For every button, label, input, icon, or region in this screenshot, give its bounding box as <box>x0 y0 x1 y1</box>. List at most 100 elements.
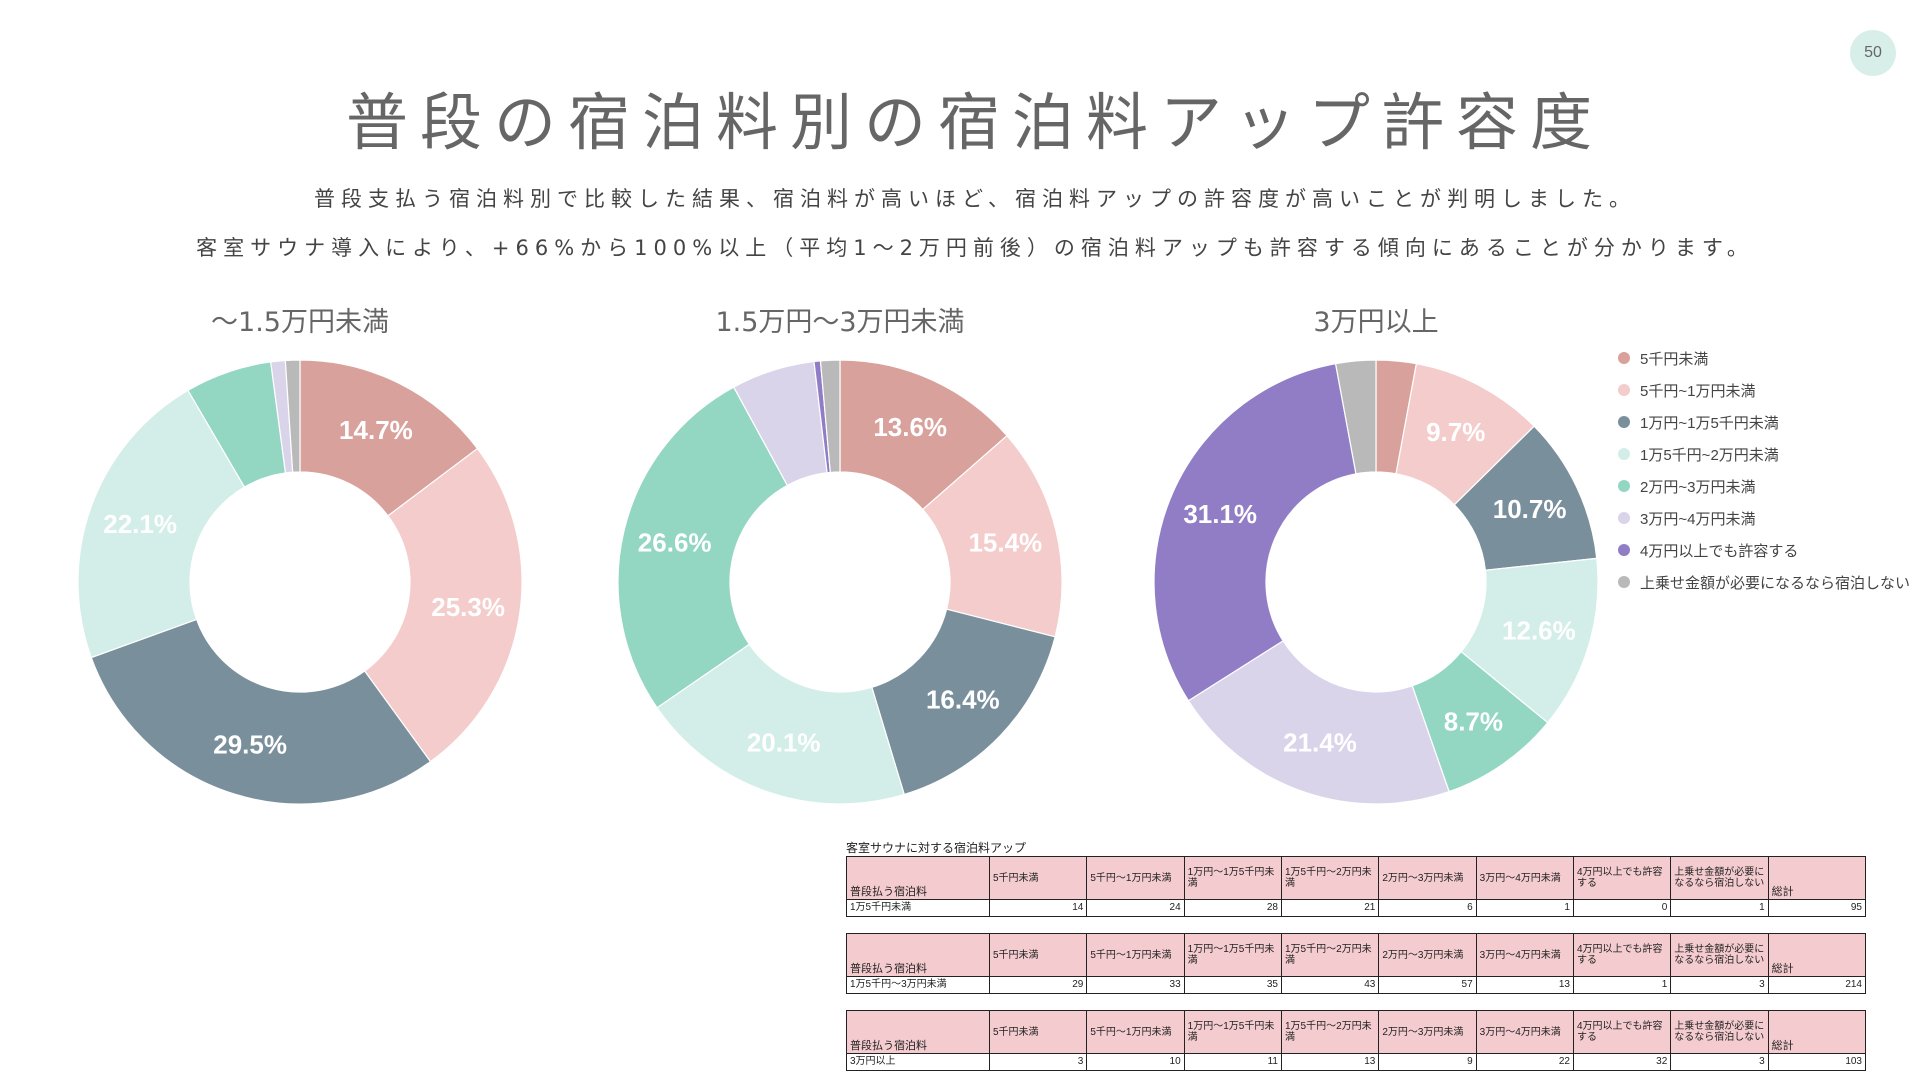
slice-label: 31.1% <box>1183 499 1257 529</box>
donut-slice <box>819 359 841 474</box>
table-cell-total: 214 <box>1767 976 1867 994</box>
donut-slice <box>1334 359 1377 475</box>
table-column-header: 1万円～1万5千円未満 <box>1183 1010 1282 1054</box>
legend-swatch <box>1618 352 1630 364</box>
table-cell: 43 <box>1280 976 1380 994</box>
table-column-header: 5千円～1万円未満 <box>1086 933 1185 977</box>
table-cell: 9 <box>1378 1053 1477 1071</box>
donut-slice <box>363 447 523 763</box>
donut-slice <box>1187 640 1450 805</box>
table-column-header: 3万円～4万円未満 <box>1475 856 1574 900</box>
slice-label: 29.5% <box>213 730 287 760</box>
table-cell: 3 <box>988 1053 1088 1071</box>
chart-legend: 5千円未満 5千円~1万円未満 1万円~1万5千円未満 1万5千円~2万円未満 … <box>1618 342 1910 598</box>
donut-slice <box>1460 557 1599 724</box>
slice-label: 16.4% <box>926 685 1000 715</box>
table-header-row: 普段払う宿泊料 5千円未満 5千円～1万円未満 1万円～1万5千円未満 1万5千… <box>846 1010 1867 1054</box>
subtitle-line-1: 普段支払う宿泊料別で比較した結果、宿泊料が高いほど、宿泊料アップの許容度が高いこ… <box>314 187 1636 211</box>
table-column-header: 3万円～4万円未満 <box>1475 1010 1574 1054</box>
legend-swatch <box>1618 448 1630 460</box>
donut-slice <box>77 389 246 659</box>
table-cell-total: 103 <box>1767 1053 1867 1071</box>
table-column-header: 4万円以上でも許容する <box>1572 856 1672 900</box>
donut-slice <box>90 618 432 805</box>
legend-item: 4万円以上でも許容する <box>1618 534 1910 566</box>
legend-item: 1万円~1万5千円未満 <box>1618 406 1910 438</box>
chart-title: 3万円以上 <box>1313 307 1438 338</box>
table-cell: 57 <box>1378 976 1477 994</box>
slice-label: 14.7% <box>339 415 413 445</box>
legend-swatch <box>1618 480 1630 492</box>
table-row-label: 1万5千円未満 <box>846 899 990 917</box>
table-column-header: 上乗せ金額が必要になるなら宿泊しない <box>1670 856 1769 900</box>
slice-label: 21.4% <box>1283 728 1357 758</box>
table-column-header: 上乗せ金額が必要になるなら宿泊しない <box>1670 933 1769 977</box>
slice-label: 26.6% <box>638 527 712 557</box>
legend-label: 上乗せ金額が必要になるなら宿泊しない <box>1640 574 1911 592</box>
slice-label: 13.6% <box>873 412 947 442</box>
table-cell: 1 <box>1475 899 1574 917</box>
table-cell: 22 <box>1475 1053 1574 1071</box>
legend-item: 5千円~1万円未満 <box>1618 374 1910 406</box>
data-table-block-1: 普段払う宿泊料 5千円未満 5千円～1万円未満 1万円～1万5千円未満 1万5千… <box>846 856 1867 917</box>
table-cell: 13 <box>1475 976 1574 994</box>
legend-label: 3万円~4万円未満 <box>1640 510 1756 528</box>
legend-label: 1万5千円~2万円未満 <box>1640 446 1779 464</box>
table-column-header: 5千円未満 <box>988 1010 1088 1054</box>
table-cell: 10 <box>1086 1053 1185 1071</box>
table-cell: 32 <box>1572 1053 1672 1071</box>
table-cell: 3 <box>1670 1053 1769 1071</box>
table-row-header: 普段払う宿泊料 <box>846 933 990 977</box>
legend-item: 5千円未満 <box>1618 342 1910 374</box>
legend-swatch <box>1618 416 1630 428</box>
legend-swatch <box>1618 544 1630 556</box>
legend-swatch <box>1618 384 1630 396</box>
table-cell: 11 <box>1183 1053 1282 1071</box>
slice-label: 25.3% <box>431 592 505 622</box>
legend-label: 5千円未満 <box>1640 350 1709 368</box>
table-column-header: 4万円以上でも許容する <box>1572 1010 1672 1054</box>
table-row: 3万円以上 3 10 11 13 9 22 32 3 103 <box>846 1053 1867 1071</box>
donut-slice <box>284 359 301 473</box>
table-row: 1万5千円未満 14 24 28 21 6 1 0 1 95 <box>846 899 1867 917</box>
legend-item: 3万円~4万円未満 <box>1618 502 1910 534</box>
slice-label: 20.1% <box>747 727 821 757</box>
table-column-header: 1万円～1万5千円未満 <box>1183 856 1282 900</box>
table-column-header: 総計 <box>1767 933 1867 977</box>
page-number: 50 <box>1850 30 1896 76</box>
data-table: 普段払う宿泊料 5千円未満 5千円～1万円未満 1万円～1万5千円未満 1万5千… <box>846 1010 1867 1071</box>
donut-slice <box>1153 363 1357 702</box>
slice-label: 10.7% <box>1493 494 1567 524</box>
table-row-label: 3万円以上 <box>846 1053 990 1071</box>
donut-slice <box>299 359 479 517</box>
table-column-header: 5千円～1万円未満 <box>1086 1010 1185 1054</box>
slice-label: 8.7% <box>1444 706 1503 736</box>
data-table-block-2: 普段払う宿泊料 5千円未満 5千円～1万円未満 1万円～1万5千円未満 1万5千… <box>846 933 1867 994</box>
table-column-header: 2万円～3万円未満 <box>1378 1010 1477 1054</box>
table-cell: 0 <box>1572 899 1672 917</box>
legend-swatch <box>1618 512 1630 524</box>
legend-label: 5千円~1万円未満 <box>1640 382 1756 400</box>
table-column-header: 1万円～1万5千円未満 <box>1183 933 1282 977</box>
legend-label: 4万円以上でも許容する <box>1640 542 1799 560</box>
table-column-header: 5千円～1万円未満 <box>1086 856 1185 900</box>
donut-slice <box>921 434 1063 638</box>
table-cell: 3 <box>1670 976 1769 994</box>
donut-slice <box>617 386 789 709</box>
table-cell: 1 <box>1572 976 1672 994</box>
table-cell: 35 <box>1183 976 1282 994</box>
table-row-header: 普段払う宿泊料 <box>846 856 990 900</box>
table-column-header: 総計 <box>1767 856 1867 900</box>
table-header-row: 普段払う宿泊料 5千円未満 5千円～1万円未満 1万円～1万5千円未満 1万5千… <box>846 933 1867 977</box>
donut-slice <box>871 608 1056 796</box>
slice-label: 22.1% <box>103 509 177 539</box>
table-column-header: 5千円未満 <box>988 856 1088 900</box>
legend-item: 2万円~3万円未満 <box>1618 470 1910 502</box>
table-cell: 13 <box>1280 1053 1380 1071</box>
slice-label: 12.6% <box>1502 616 1576 646</box>
table-row-label: 1万5千円～3万円未満 <box>846 976 990 994</box>
data-table-block-3: 普段払う宿泊料 5千円未満 5千円～1万円未満 1万円～1万5千円未満 1万5千… <box>846 1010 1867 1071</box>
table-cell: 14 <box>988 899 1088 917</box>
table-column-header: 5千円未満 <box>988 933 1088 977</box>
donut-slice <box>656 643 905 805</box>
